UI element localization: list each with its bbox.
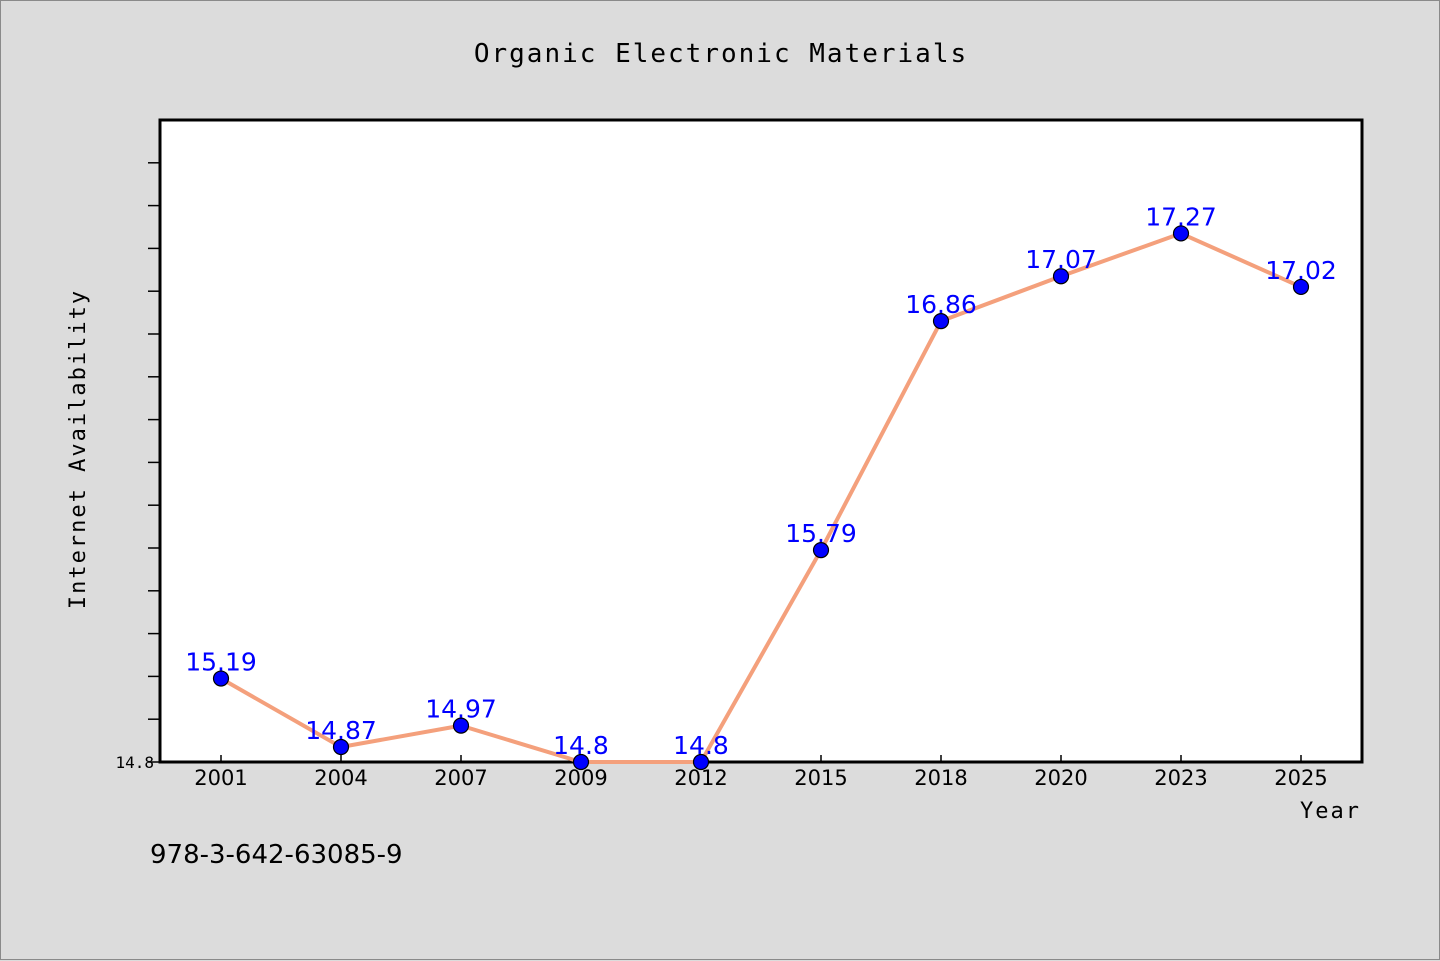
isbn-text: 978-3-642-63085-9 xyxy=(150,840,403,870)
x-axis-label: Year xyxy=(1300,799,1361,824)
chart-title: Organic Electronic Materials xyxy=(474,39,968,69)
data-label: 17.02 xyxy=(1265,256,1337,285)
data-point xyxy=(452,717,470,734)
data-label: 14.8 xyxy=(673,731,729,760)
data-point xyxy=(1292,278,1310,296)
data-point xyxy=(212,670,230,687)
data-label: 14.87 xyxy=(305,716,377,745)
x-tick-label: 2001 xyxy=(194,766,247,790)
data-point xyxy=(932,313,950,330)
data-label: 15.19 xyxy=(185,648,257,677)
x-axis-tick-labels: 2001 2004 2007 2009 2012 2015 2018 2020 2023 2025 xyxy=(194,766,1327,790)
x-tick-label: 2015 xyxy=(794,766,847,790)
y-axis-ticks xyxy=(148,162,160,763)
data-point xyxy=(1052,268,1070,285)
y-tick-label: 14.8 xyxy=(115,753,154,772)
data-point xyxy=(1172,225,1190,242)
x-tick-label: 2007 xyxy=(434,766,487,790)
data-point xyxy=(332,738,350,756)
data-point xyxy=(572,753,590,771)
x-tick-label: 2018 xyxy=(914,766,967,790)
x-tick-label: 2020 xyxy=(1034,766,1087,790)
data-label: 17.07 xyxy=(1025,245,1097,274)
x-tick-label: 2023 xyxy=(1154,766,1207,790)
data-labels: 15.19 14.87 14.97 14.8 14.8 15.79 16.86 17.07 17… xyxy=(185,202,1337,760)
data-label: 14.8 xyxy=(553,731,609,760)
data-label: 15.79 xyxy=(785,519,857,548)
data-point xyxy=(692,753,710,771)
data-label: 14.97 xyxy=(425,695,497,724)
data-label: 16.86 xyxy=(905,290,977,319)
data-label: 17.27 xyxy=(1145,202,1217,231)
x-tick-label: 2025 xyxy=(1274,766,1327,790)
data-point xyxy=(812,542,830,559)
x-tick-label: 2004 xyxy=(314,766,367,790)
y-axis-label: Internet Availability xyxy=(66,289,91,609)
series-line xyxy=(220,231,1302,764)
data-markers xyxy=(212,225,1310,771)
